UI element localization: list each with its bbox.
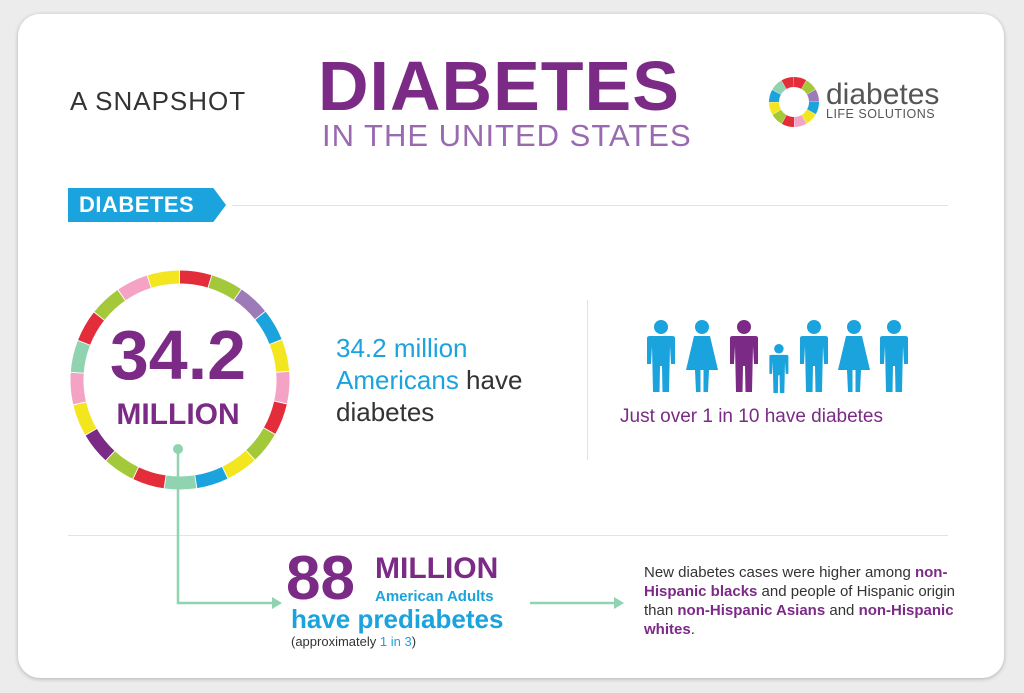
- ring-segment: [106, 451, 139, 479]
- logo-name: diabetes: [826, 78, 940, 111]
- ring-segment: [246, 428, 275, 460]
- approx-value: 1 in 3: [379, 634, 412, 649]
- logo-tagline: LIFE SOLUTIONS: [826, 107, 936, 121]
- logo-ring-segment: [781, 114, 795, 127]
- man-icon: [647, 320, 675, 392]
- ring-segment: [269, 339, 290, 373]
- logo-ring-segment: [806, 89, 819, 103]
- ring-segment: [133, 467, 166, 489]
- new-cases-b2: non-Hispanic Asians: [677, 602, 826, 619]
- new-cases-b3: non-Hispanic whites: [644, 602, 954, 638]
- man-icon: [800, 320, 828, 392]
- colorful-ring-logo-icon: [769, 77, 819, 127]
- child-icon: [769, 344, 789, 393]
- stat-americans-have-diabetes: 34.2 million Americans have diabetes: [336, 332, 576, 428]
- woman-icon: [686, 320, 718, 392]
- ring-segment: [78, 312, 105, 345]
- page-title: DIABETES: [318, 47, 680, 125]
- woman-icon: [838, 320, 870, 392]
- logo-ring-segment: [769, 89, 782, 103]
- ring-segment: [195, 466, 228, 489]
- ring-segment: [208, 275, 241, 300]
- prediabetes-unit: MILLION: [375, 552, 499, 585]
- prediabetes-approx: (approximately 1 in 3): [291, 634, 416, 649]
- ring-unit: MILLION: [116, 398, 240, 431]
- ring-segment: [118, 275, 151, 301]
- approx-suffix: ): [411, 634, 417, 649]
- man-icon: [730, 320, 758, 392]
- snapshot-kicker: A SNAPSHOT: [70, 86, 247, 116]
- ring-segment: [85, 428, 115, 461]
- ring-segment: [94, 290, 126, 320]
- lower-divider: [68, 535, 948, 536]
- ring-segment: [234, 289, 265, 320]
- stat-rest: have diabetes: [336, 365, 523, 427]
- new-cases-t1: New diabetes cases were higher among: [644, 564, 915, 581]
- logo-ring-segment: [793, 114, 807, 127]
- people-row: [647, 320, 908, 393]
- prediabetes-who: American Adults: [375, 588, 494, 605]
- new-cases-text: New diabetes cases were higher among non…: [644, 563, 964, 639]
- logo-ring-segment: [801, 80, 816, 95]
- vertical-divider: [587, 300, 588, 460]
- logo-ring-segment: [772, 109, 787, 124]
- ring-segment: [70, 340, 90, 373]
- ring-segment: [179, 270, 212, 288]
- ring-segment: [147, 270, 180, 288]
- logo-ring-segment: [793, 77, 807, 90]
- ring-segment: [255, 311, 282, 345]
- ring-segment: [164, 475, 197, 490]
- people-caption: Just over 1 in 10 have diabetes: [620, 406, 884, 427]
- ring-segment: [73, 402, 97, 435]
- new-cases-b1: non-Hispanic blacks: [644, 564, 948, 600]
- approx-prefix: (approximately: [291, 634, 380, 649]
- new-cases-t4: .: [690, 621, 695, 638]
- section-divider: [232, 205, 948, 206]
- ring-segment: [70, 372, 86, 405]
- prediabetes-number: 88: [286, 544, 355, 613]
- logo-ring-segment: [769, 101, 782, 115]
- section-tag-diabetes: DIABETES: [68, 188, 226, 222]
- logo-ring-segment: [772, 80, 787, 95]
- page-subtitle: IN THE UNITED STATES: [322, 118, 692, 153]
- ring-segment: [274, 371, 290, 404]
- stat-highlight: 34.2 million Americans: [336, 333, 468, 395]
- ring-segment: [263, 401, 287, 434]
- man-icon: [880, 320, 908, 392]
- ring-number: 34.2: [109, 316, 247, 394]
- prediabetes-label: have prediabetes: [291, 604, 504, 634]
- new-cases-t3: and: [825, 602, 859, 619]
- new-cases-t2: and people of Hispanic origin than: [644, 583, 956, 619]
- ring-segment: [222, 450, 255, 479]
- logo-ring-segment: [801, 109, 816, 124]
- logo-ring-segment: [781, 77, 795, 90]
- logo-ring-segment: [806, 101, 819, 115]
